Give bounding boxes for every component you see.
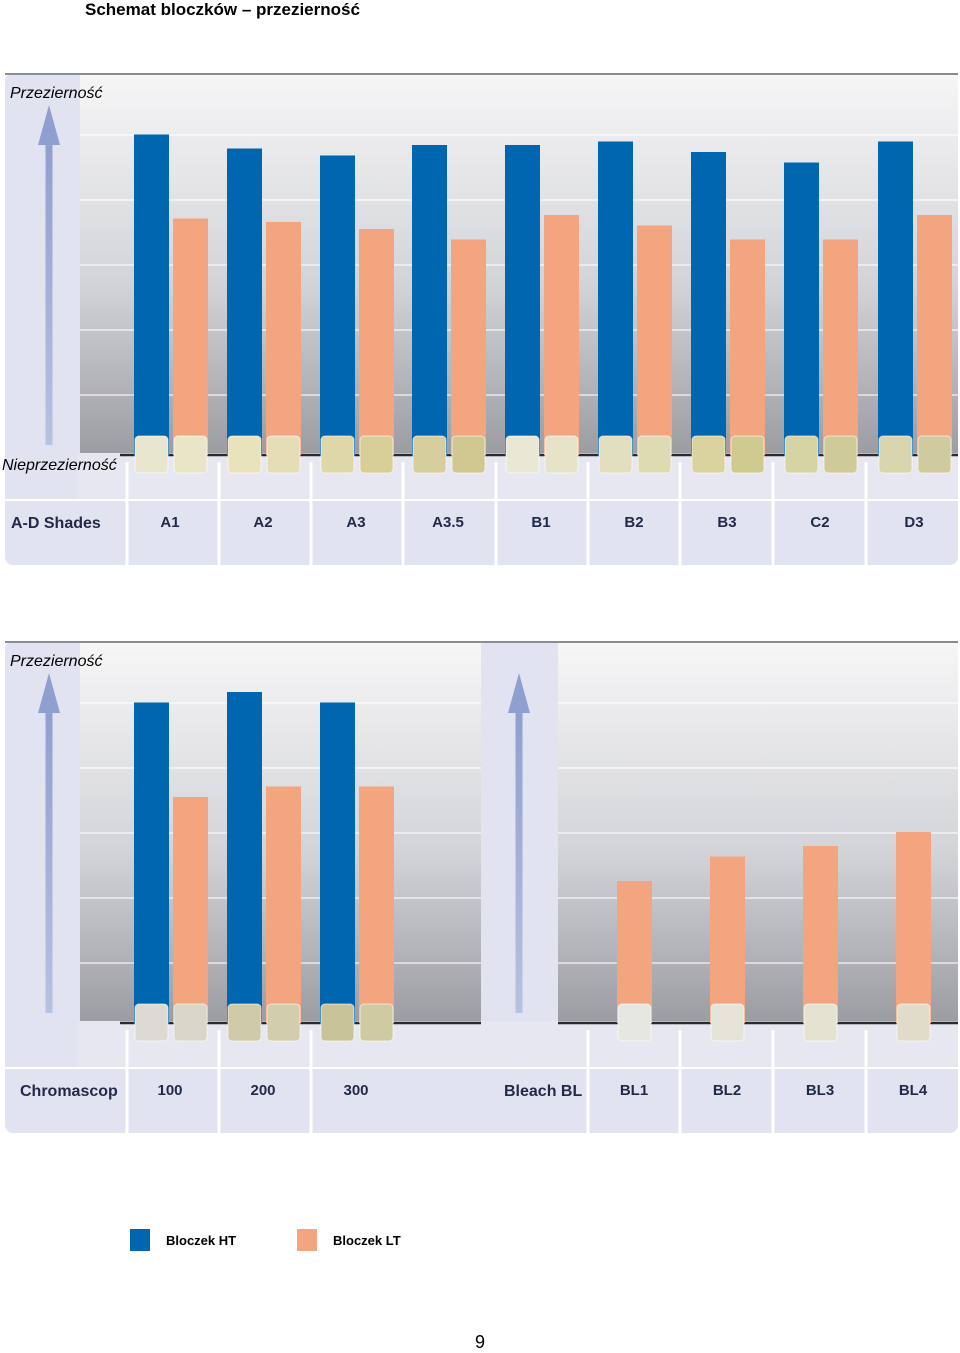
chart-chromascop-bleach: Przezierność Chromascop 100 200 300 Bleach BL… (5, 641, 958, 1133)
arrow-head (508, 673, 530, 713)
swatch-ht-200 (227, 1003, 262, 1042)
bar-ht-B2 (598, 141, 633, 455)
category-label-B3: B3 (717, 514, 736, 531)
swatch-lt-BL1 (617, 1003, 652, 1042)
bar-lt-300 (359, 786, 394, 1023)
swatch-lt-A2 (266, 435, 301, 474)
swatch-lt-BL2 (710, 1003, 745, 1042)
category-label-300: 300 (343, 1082, 368, 1099)
category-label-100: 100 (157, 1082, 182, 1099)
category-label-A3: A3 (346, 514, 365, 531)
arrow-head (38, 105, 60, 145)
bar-lt-A1 (173, 218, 208, 455)
legend-item-lt: Bloczek LT (297, 1228, 401, 1252)
ylabel-top: Przezierność (10, 653, 102, 670)
bar-ht-200 (227, 692, 262, 1023)
page-title: Schemat bloczków – przezierność (85, 0, 360, 19)
bar-lt-A2 (266, 222, 301, 455)
swatch-ht-B1 (505, 435, 540, 474)
chart-ad-shades: Przezierność Nieprzezierność A-D Shades A1 A… (2, 73, 958, 565)
bar-lt-A3 (359, 229, 394, 455)
category-label-A3.5: A3.5 (432, 514, 464, 531)
legend-item-ht: Bloczek HT (130, 1228, 236, 1252)
bar-ht-B3 (691, 152, 726, 455)
arrow-head (38, 673, 60, 713)
swatch-ht-300 (320, 1003, 355, 1042)
category-label-B2: B2 (624, 514, 643, 531)
bar-lt-200 (266, 786, 301, 1023)
swatch-lt-B1 (544, 435, 579, 474)
swatch-lt-A3.5 (451, 435, 486, 474)
bar-lt-BL4 (896, 832, 931, 1023)
bar-ht-A2 (227, 148, 262, 455)
bar-lt-BL3 (803, 846, 838, 1023)
swatch-ht-A3.5 (412, 435, 447, 474)
y-axis-arrow-right (508, 673, 530, 1013)
legend-swatch-ht (130, 1229, 150, 1251)
swatch-ht-A2 (227, 435, 262, 474)
ylabel-bottom: Nieprzezierność (2, 457, 117, 474)
category-label-BL1: BL1 (620, 1082, 648, 1099)
swatch-lt-300 (359, 1003, 394, 1042)
legend-label-ht: Bloczek HT (166, 1232, 237, 1248)
swatch-ht-A1 (134, 435, 169, 474)
category-label-A2: A2 (253, 514, 272, 531)
bar-lt-100 (173, 797, 208, 1023)
legend-swatch-lt (297, 1229, 317, 1251)
swatch-lt-200 (266, 1003, 301, 1042)
category-label-BL2: BL2 (713, 1082, 741, 1099)
bar-lt-BL2 (710, 856, 745, 1023)
bar-lt-C2 (823, 239, 858, 455)
swatch-ht-A3 (320, 435, 355, 474)
category-label-B1: B1 (531, 514, 550, 531)
bar-ht-A3.5 (412, 145, 447, 455)
bar-lt-B3 (730, 239, 765, 455)
swatch-lt-BL4 (896, 1003, 931, 1042)
category-label-C2: C2 (810, 514, 829, 531)
legend-label-lt: Bloczek LT (333, 1232, 401, 1248)
swatch-lt-B2 (637, 435, 672, 474)
bar-lt-B1 (544, 215, 579, 455)
bar-ht-A3 (320, 155, 355, 455)
swatch-lt-D3 (917, 435, 952, 474)
arrow-shaft (45, 703, 53, 1013)
category-label-BL4: BL4 (899, 1082, 928, 1099)
bar-ht-300 (320, 702, 355, 1023)
group-label-chromascop: Chromascop (20, 1083, 118, 1100)
swatch-ht-100 (134, 1003, 169, 1042)
arrow-shaft (45, 135, 53, 445)
bar-ht-A1 (134, 134, 169, 455)
bar-lt-BL1 (617, 881, 652, 1023)
swatch-lt-C2 (823, 435, 858, 474)
category-label-A1: A1 (160, 514, 179, 531)
category-label-200: 200 (250, 1082, 275, 1099)
bar-ht-B1 (505, 145, 540, 455)
group-label-bleach: Bleach BL (504, 1083, 582, 1100)
legend: Bloczek HT Bloczek LT (0, 1228, 960, 1254)
swatch-ht-C2 (784, 435, 819, 474)
bar-ht-C2 (784, 162, 819, 455)
swatch-lt-A1 (173, 435, 208, 474)
swatch-lt-BL3 (803, 1003, 838, 1042)
bar-lt-B2 (637, 225, 672, 455)
group-label: A-D Shades (11, 515, 101, 532)
bar-lt-D3 (917, 215, 952, 455)
swatch-ht-B3 (691, 435, 726, 474)
category-label-D3: D3 (904, 514, 923, 531)
category-label-BL3: BL3 (806, 1082, 834, 1099)
bar-ht-D3 (878, 141, 913, 455)
swatch-lt-A3 (359, 435, 394, 474)
swatch-ht-D3 (878, 435, 913, 474)
bar-ht-100 (134, 702, 169, 1023)
arrow-shaft (515, 703, 523, 1013)
swatch-lt-B3 (730, 435, 765, 474)
swatch-ht-B2 (598, 435, 633, 474)
y-axis-arrow-left (38, 673, 60, 1013)
y-axis-arrow (38, 105, 60, 445)
ylabel-top: Przezierność (10, 85, 102, 102)
bar-lt-A3.5 (451, 239, 486, 455)
swatch-lt-100 (173, 1003, 208, 1042)
page-number: 9 (474, 1332, 485, 1352)
